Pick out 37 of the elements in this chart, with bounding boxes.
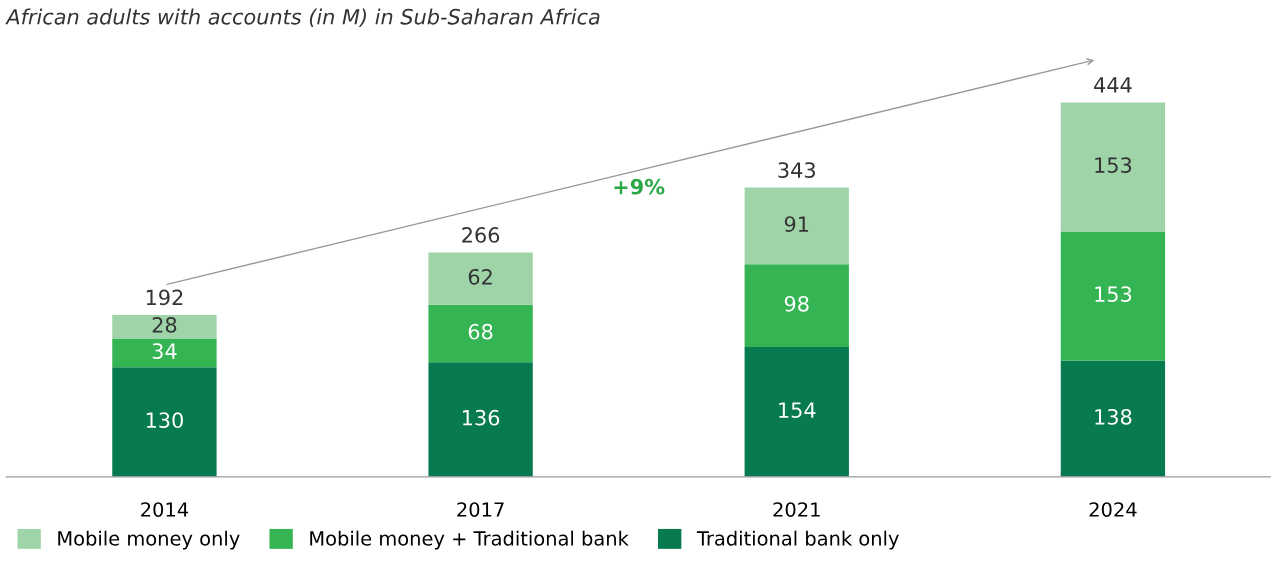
bar bbox=[1060, 102, 1166, 232]
data-label: 136 bbox=[463, 409, 500, 426]
legend-label: Traditional bank only bbox=[696, 530, 899, 550]
bar bbox=[112, 314, 217, 339]
total-label: 444 bbox=[1094, 77, 1132, 93]
x-tick-label: 2017 bbox=[457, 502, 504, 517]
annotation: +9% bbox=[614, 178, 665, 195]
data-label: 68 bbox=[468, 323, 493, 340]
bar bbox=[428, 252, 533, 305]
x-tick-label: 2014 bbox=[141, 502, 189, 517]
total-label: 266 bbox=[462, 227, 500, 243]
data-label: 28 bbox=[152, 317, 177, 333]
data-label: 130 bbox=[146, 412, 183, 429]
bar bbox=[1060, 360, 1166, 477]
bar bbox=[112, 367, 217, 477]
chart-title: African adults with accounts (in M) in Sub-Saharan Africa bbox=[5, 8, 600, 28]
bar bbox=[744, 264, 849, 347]
bar bbox=[744, 346, 849, 477]
data-label: 91 bbox=[784, 216, 809, 232]
total-label: 343 bbox=[778, 162, 815, 178]
data-label: 154 bbox=[779, 402, 816, 418]
total-label: 192 bbox=[146, 289, 183, 306]
legend-label: Mobile money only bbox=[58, 530, 240, 550]
x-tick-label: 2024 bbox=[1089, 502, 1137, 517]
bar bbox=[112, 338, 217, 368]
legend-label: Mobile money + Traditional bank bbox=[310, 530, 629, 550]
bar bbox=[1060, 231, 1166, 361]
data-label: 34 bbox=[152, 343, 177, 359]
data-label: 153 bbox=[1095, 157, 1132, 173]
data-label: 153 bbox=[1095, 286, 1132, 302]
bar bbox=[744, 187, 849, 265]
data-label: 62 bbox=[468, 268, 492, 285]
x-tick-label: 2021 bbox=[773, 502, 820, 517]
bar bbox=[428, 362, 533, 477]
data-label: 138 bbox=[1095, 408, 1132, 425]
bar bbox=[428, 304, 533, 363]
data-label: 98 bbox=[784, 295, 809, 312]
